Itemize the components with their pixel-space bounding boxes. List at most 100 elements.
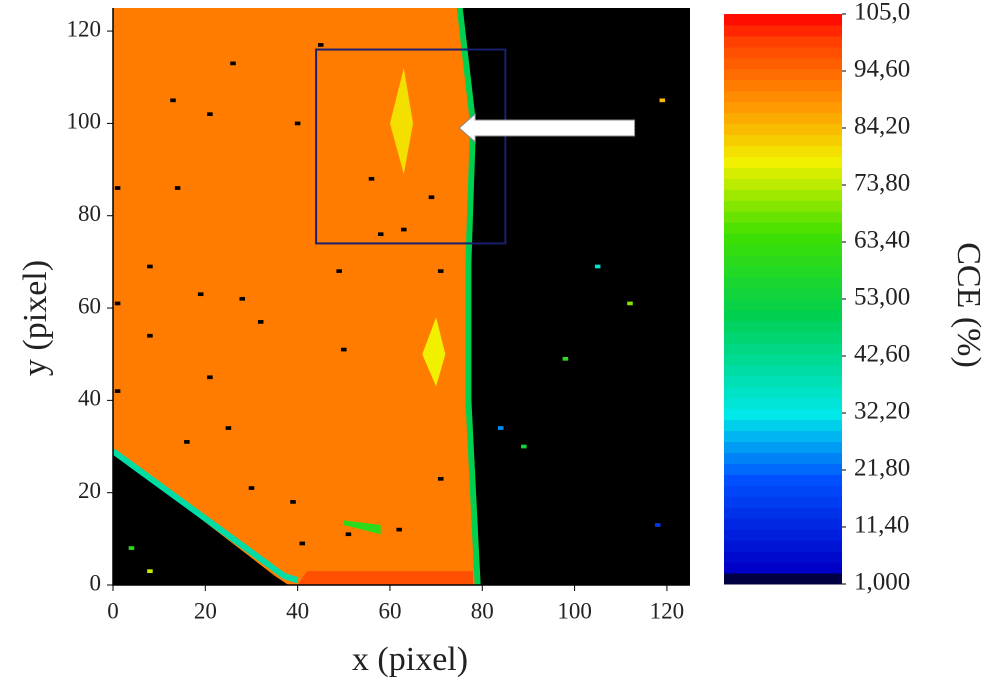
colorbar-band (724, 441, 842, 453)
region (113, 8, 478, 585)
colorbar-band (724, 288, 842, 300)
colorbar-band (724, 562, 842, 574)
pixel (207, 375, 213, 380)
colorbar-band (724, 529, 842, 541)
colorbar-band (724, 101, 842, 114)
pixel (345, 532, 352, 537)
colorbar-band (724, 178, 842, 190)
pixel (197, 292, 204, 297)
pixel (299, 541, 306, 546)
pixel (174, 186, 181, 190)
pixel (562, 356, 569, 361)
colorbar-band (724, 397, 842, 410)
pixel (207, 112, 213, 117)
edge (113, 448, 299, 584)
pixel (248, 486, 255, 490)
pixel (184, 440, 190, 444)
pixel (257, 320, 264, 324)
colorbar-tick-label: 73,80 (854, 170, 910, 197)
pixel (627, 301, 633, 306)
x-tick-label: 20 (194, 598, 217, 623)
region (389, 68, 414, 175)
y-tick-label: 40 (78, 386, 101, 411)
x-tick-label: 80 (471, 598, 494, 623)
colorbar-band (724, 386, 842, 399)
pixel (654, 523, 661, 527)
colorbar-band (724, 167, 842, 179)
colorbar-band (724, 200, 842, 212)
pixel (437, 269, 444, 273)
colorbar-band (724, 57, 842, 70)
colorbar-band (724, 573, 842, 585)
colorbar-band (724, 452, 842, 464)
colorbar-tick-label: 1,000 (854, 569, 910, 596)
overlay: 0 20 40 60 80 100 120 0 20 40 60 80 100 120 (67, 8, 690, 623)
colorbar-band (724, 430, 842, 442)
colorbar-band (724, 320, 842, 333)
colorbar-band (724, 222, 842, 234)
colorbar-band (724, 255, 842, 267)
colorbar-band (724, 474, 842, 486)
pixel (401, 227, 407, 232)
y-tick-label: 60 (78, 293, 101, 318)
colorbar-band (724, 419, 842, 432)
colorbar-band (724, 134, 842, 147)
pixel (396, 527, 402, 532)
pixel (317, 43, 324, 47)
colorbar-tick-label: 42,60 (854, 341, 910, 368)
pixel (114, 186, 121, 190)
y-tick-label: 0 (90, 570, 102, 595)
y-tick-label: 80 (78, 201, 101, 226)
pixel (521, 444, 527, 449)
colorbar-band (724, 375, 842, 388)
colorbar-band (724, 35, 842, 48)
edge (456, 8, 481, 585)
colorbar-tick-label: 105,0 (854, 0, 910, 26)
y-tick-label: 100 (67, 109, 102, 134)
colorbar-band (724, 540, 842, 552)
pixel (290, 500, 296, 504)
pixel (147, 264, 153, 269)
y-tick-label: 20 (78, 478, 101, 503)
pixel (377, 232, 384, 237)
colorbar-band (724, 244, 842, 256)
colorbar-band (724, 46, 842, 59)
pixel (147, 333, 153, 338)
x-tick-label: 40 (286, 598, 309, 623)
y-tick-label: 120 (67, 16, 102, 41)
colorbar-band (724, 112, 842, 125)
colorbar-band (724, 79, 842, 92)
y-axis-label: y (pixel) (17, 260, 54, 376)
colorbar-band (724, 266, 842, 278)
highlight-box (315, 48, 507, 245)
colorbar-band (724, 485, 842, 497)
pixel (230, 61, 236, 66)
colorbar-band (724, 24, 842, 37)
colorbar-band (724, 353, 842, 366)
colorbar-label: CCE (%) (950, 242, 987, 368)
pixel (294, 121, 301, 126)
pixel (659, 98, 666, 103)
colorbar-band (724, 551, 842, 563)
colorbar-band (724, 299, 842, 311)
colorbar-band (724, 156, 842, 168)
colorbar-band (724, 68, 842, 81)
region (422, 317, 446, 387)
pixel (114, 389, 121, 393)
colorbar-band (724, 507, 842, 519)
x-tick-label: 100 (557, 598, 592, 623)
colorbar-band (724, 123, 842, 136)
colorbar-band (724, 463, 842, 475)
pixel (437, 476, 444, 481)
colorbar-band (724, 233, 842, 245)
colorbar-tick-label: 21,80 (854, 455, 910, 482)
region (343, 520, 381, 535)
colorbar-band (724, 309, 842, 322)
pixel (239, 296, 246, 301)
colorbar-band (724, 331, 842, 344)
colorbar-tick-label: 63,40 (854, 227, 910, 254)
colorbar-band (724, 189, 842, 201)
pixel (170, 98, 176, 103)
x-axis-label: x (pixel) (352, 641, 468, 678)
